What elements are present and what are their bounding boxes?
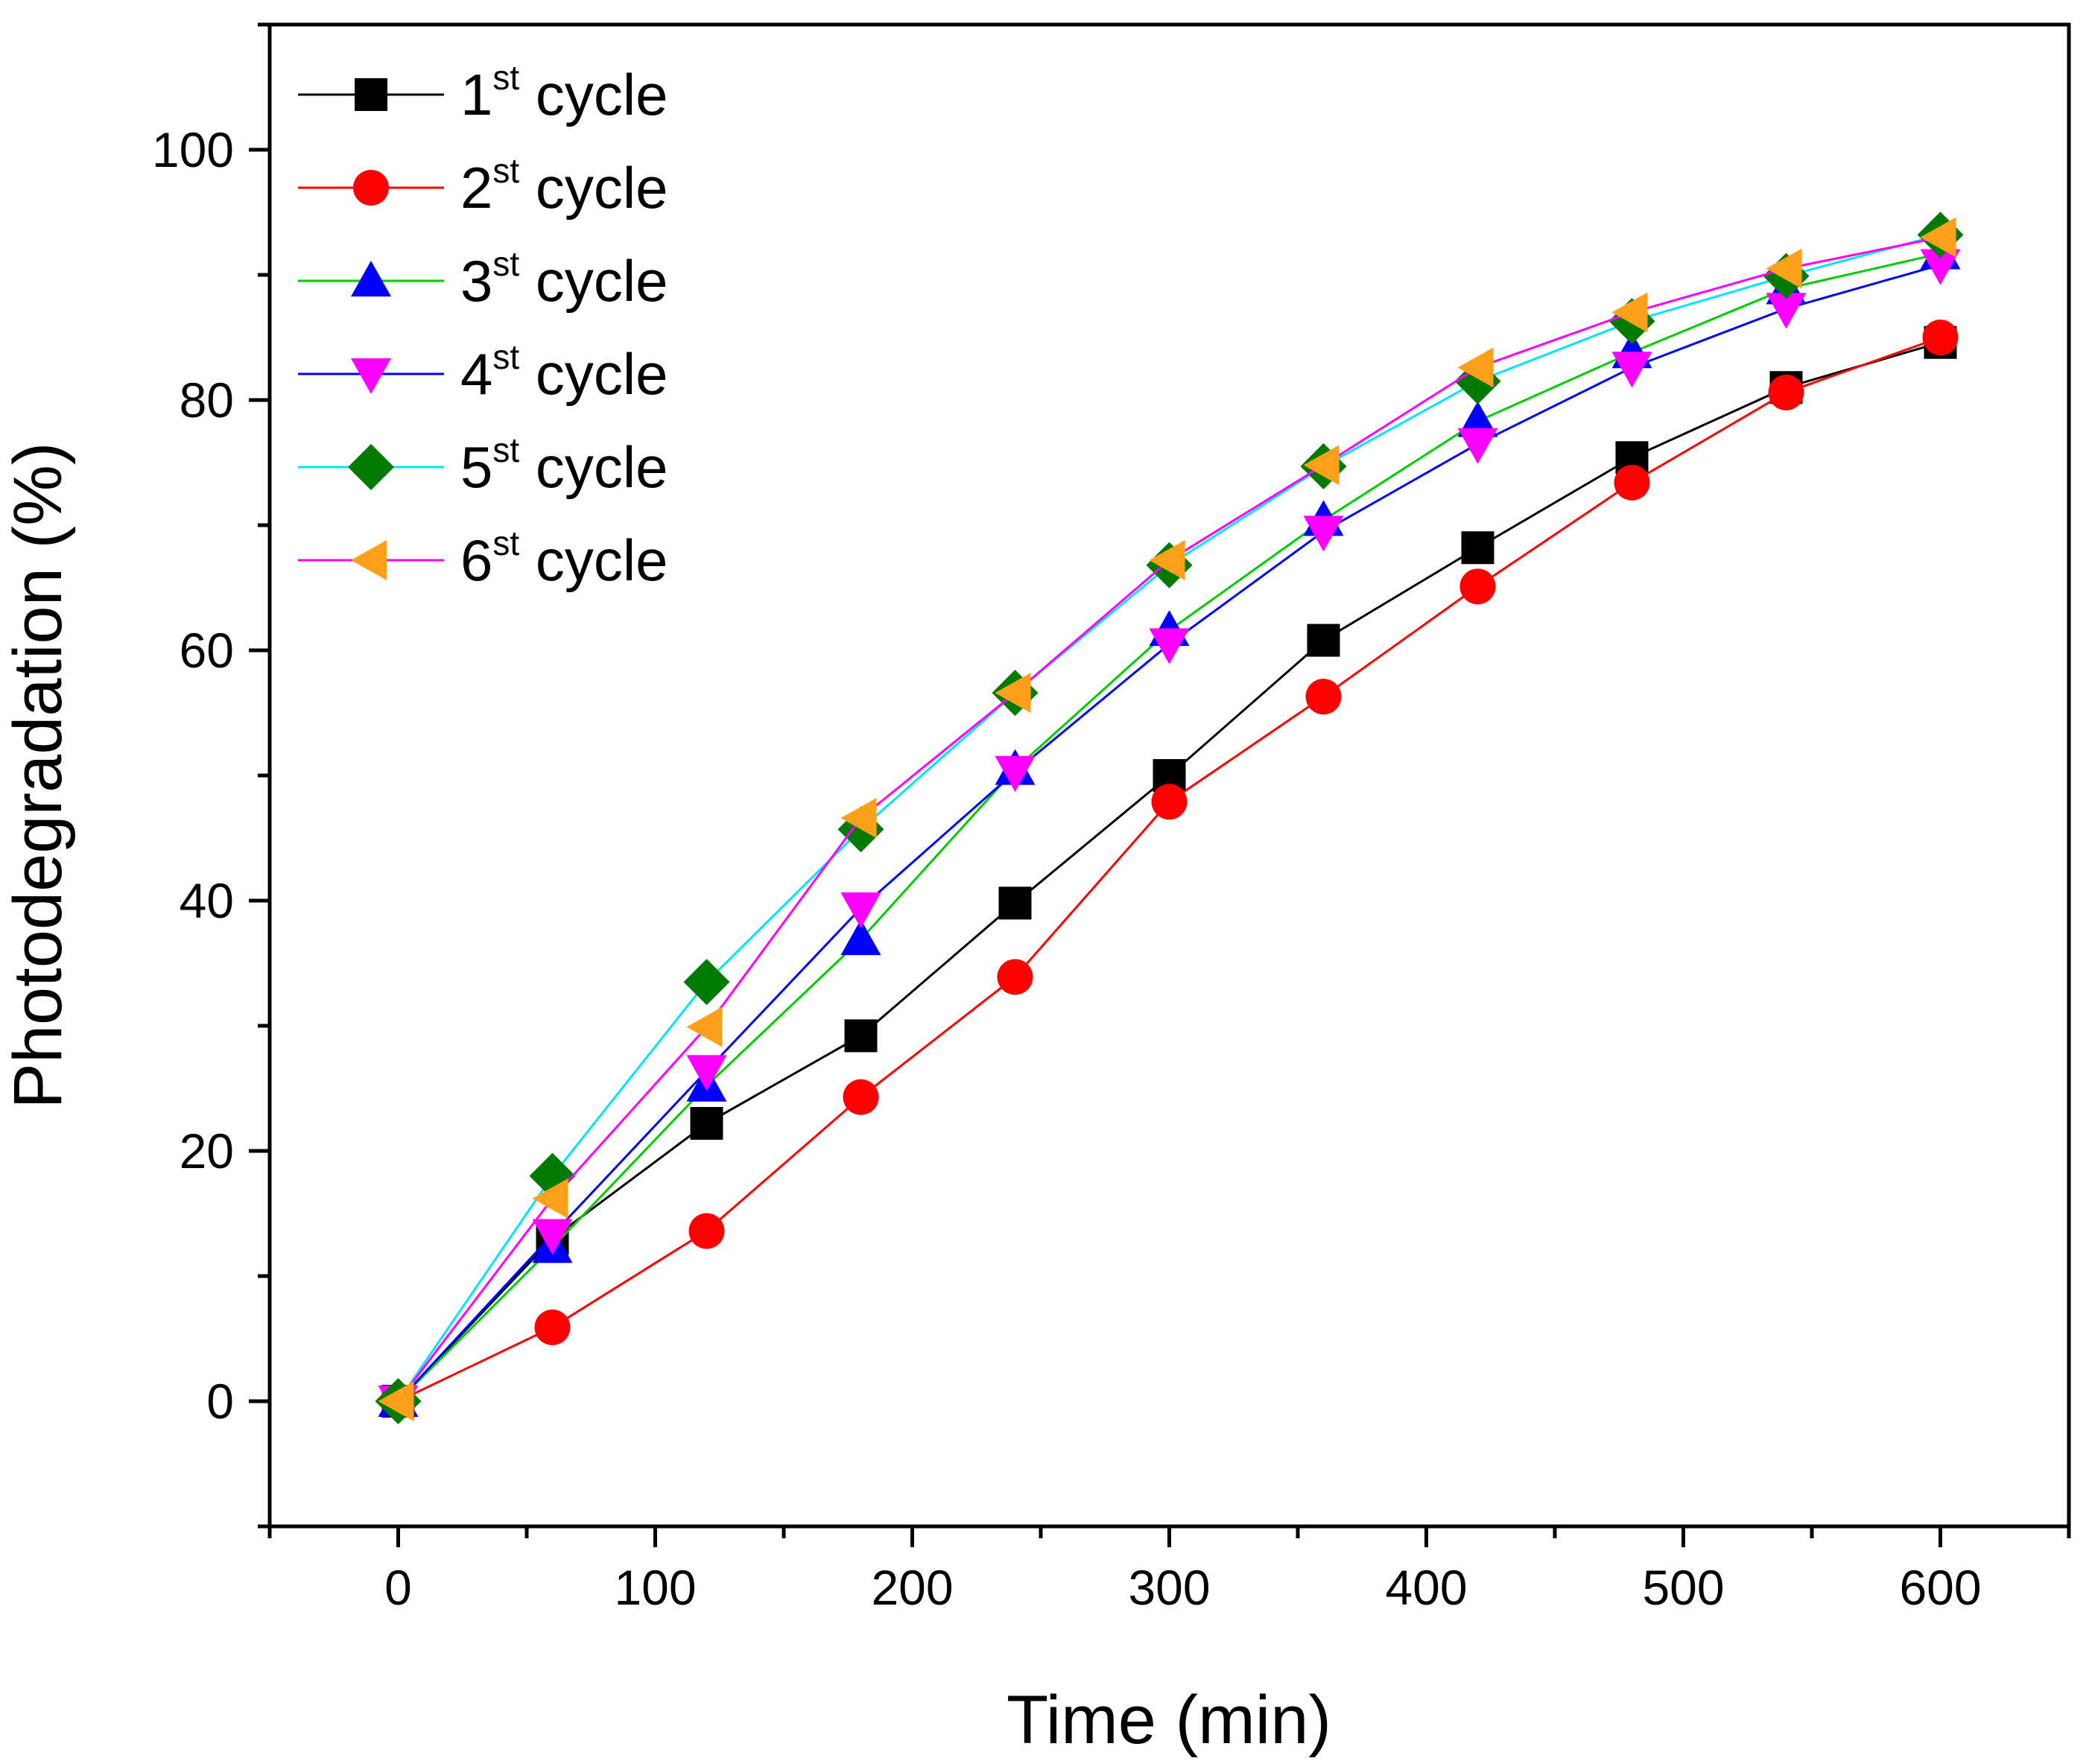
legend-marker: [355, 78, 387, 111]
legend-label: 3st cycle: [460, 244, 668, 314]
legend-label-suffix: cycle: [519, 341, 668, 407]
series-6-point: [1303, 445, 1340, 486]
legend-label-suffix: cycle: [519, 62, 668, 127]
x-tick-label: 500: [1642, 1560, 1724, 1615]
series-2-point: [1922, 320, 1959, 355]
series-2-point: [534, 1309, 571, 1345]
x-tick-label: 100: [614, 1560, 696, 1615]
y-axis-title: Photodegradation (%): [0, 442, 76, 1108]
x-tick-label: 300: [1128, 1560, 1210, 1615]
legend-label-number: 3: [460, 248, 492, 314]
series-1-point: [1307, 624, 1340, 657]
series-6-point: [1920, 217, 1956, 258]
legend-marker: [351, 540, 387, 580]
series-3-point: [840, 919, 881, 956]
series-4-point: [532, 1219, 573, 1255]
legend-label-number: 2: [460, 155, 492, 220]
x-tick-label: 200: [871, 1560, 953, 1615]
series-6-point: [1149, 540, 1185, 581]
series-4-point: [995, 755, 1036, 792]
series-2-point: [1459, 568, 1496, 605]
series-6-point: [1611, 292, 1648, 333]
x-axis-title: Time (min): [1007, 1682, 1331, 1758]
series-6-point: [378, 1381, 414, 1421]
legend-label-number: 5: [460, 434, 492, 500]
y-tick-label: 40: [180, 873, 234, 928]
series-4-point: [1920, 249, 1961, 285]
legend-item-2: 2st cycle: [298, 151, 668, 220]
legend-label-suffix: cycle: [519, 434, 668, 500]
series-4-point: [1611, 352, 1652, 388]
series-6-point: [1766, 248, 1802, 289]
legend-label-sup: st: [492, 58, 519, 97]
series-6-point: [1457, 347, 1494, 388]
legend-marker: [351, 261, 391, 297]
axes-layer: 0 20 40 60 80 100 0 100 200 300 400 500 600: [152, 22, 2071, 1615]
legend-label-suffix: cycle: [519, 155, 668, 220]
legend-label: 2st cycle: [460, 151, 668, 220]
series-6: [378, 217, 1956, 1421]
series-1-point: [690, 1107, 723, 1140]
legend-label: 4st cycle: [460, 337, 668, 407]
legend-label-sup: st: [492, 337, 519, 376]
series-6-point: [686, 1006, 723, 1047]
series-1-point: [1461, 531, 1494, 565]
legend-label-suffix: cycle: [519, 527, 668, 593]
legend-marker: [351, 358, 391, 394]
series-4-point: [1766, 293, 1807, 329]
legend-item-4: 4st cycle: [298, 337, 668, 407]
series-4-point: [686, 1055, 727, 1091]
legend-label-sup: st: [492, 431, 519, 469]
series-3-point: [1457, 401, 1498, 437]
legend-label: 6st cycle: [460, 524, 668, 593]
y-tick-label: 100: [152, 122, 234, 177]
series-2-point: [1151, 784, 1188, 820]
y-tick-label: 60: [180, 623, 234, 678]
legend-label: 5st cycle: [460, 431, 668, 500]
series-4-point: [840, 892, 881, 929]
series-layer: [375, 212, 1964, 1424]
legend-marker: [348, 444, 394, 490]
legend-label: 1st cycle: [460, 58, 668, 127]
series-2-point: [1768, 374, 1804, 410]
x-tick-label: 0: [384, 1560, 412, 1615]
series-5-point: [683, 959, 730, 1006]
series-4-point: [1457, 428, 1498, 464]
series-2-point: [688, 1213, 725, 1249]
x-tick-label: 400: [1385, 1560, 1467, 1615]
legend-marker: [353, 170, 389, 206]
series-2-point: [1614, 464, 1650, 501]
series-6-point: [995, 673, 1031, 714]
series-2-point: [843, 1079, 879, 1115]
y-tick-label: 20: [180, 1123, 234, 1178]
legend-item-5: 5st cycle: [298, 431, 668, 500]
series-1-point: [998, 886, 1032, 920]
legend-label-sup: st: [492, 244, 519, 283]
legend-item-1: 1st cycle: [298, 58, 668, 127]
legend-label-sup: st: [492, 151, 519, 190]
y-tick-label: 80: [180, 372, 234, 428]
legend-label-number: 1: [460, 62, 492, 127]
series-6-point: [840, 798, 877, 839]
y-tick-label: 0: [206, 1374, 234, 1429]
series-2-point: [997, 959, 1033, 995]
series-4-point: [1149, 628, 1190, 664]
legend-label-sup: st: [492, 524, 519, 562]
series-2-point: [1305, 679, 1342, 715]
legend-label-number: 6: [460, 527, 492, 593]
legend-item-3: 3st cycle: [298, 244, 668, 314]
legend-label-suffix: cycle: [519, 248, 668, 314]
series-6-point: [532, 1178, 568, 1219]
series-1-point: [844, 1019, 878, 1053]
series-4-point: [1303, 515, 1344, 552]
x-tick-label: 600: [1899, 1560, 1981, 1615]
legend-item-6: 6st cycle: [298, 524, 668, 593]
legend-label-number: 4: [460, 341, 492, 407]
